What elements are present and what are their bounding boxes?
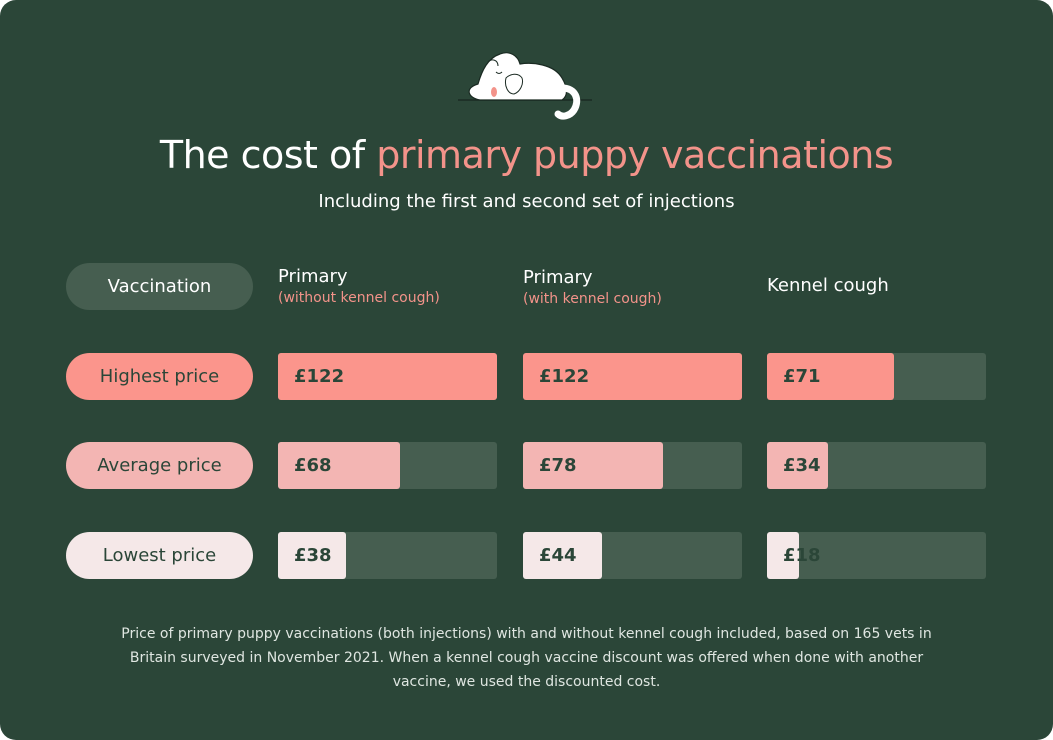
bar-track-average-kennel-cough: £34	[767, 442, 986, 489]
row-label-highest: Highest price	[66, 353, 253, 400]
bar-track-average-primary-with: £78	[523, 442, 742, 489]
bar-average-primary-with	[523, 442, 663, 489]
sleeping-dog-icon	[458, 52, 592, 120]
row-label-average: Average price	[66, 442, 253, 489]
row-label-lowest: Lowest price	[66, 532, 253, 579]
bar-track-average-primary-without: £68	[278, 442, 497, 489]
bar-value-label: £44	[539, 545, 577, 566]
bar-lowest-primary-with	[523, 532, 602, 579]
bar-value-label: £122	[294, 366, 345, 387]
bar-highest-kennel-cough	[767, 353, 894, 400]
bar-track-lowest-kennel-cough: £18	[767, 532, 986, 579]
bar-highest-primary-without	[278, 353, 497, 400]
bar-track-lowest-primary-with: £44	[523, 532, 742, 579]
bar-highest-primary-with	[523, 353, 742, 400]
column-header-primary-with: Primary (with kennel cough)	[523, 267, 662, 308]
bar-lowest-kennel-cough	[767, 532, 799, 579]
bar-average-primary-without	[278, 442, 400, 489]
bar-value-label: £78	[539, 455, 577, 476]
bar-value-label: £34	[783, 455, 821, 476]
column-header-note: (without kennel cough)	[278, 290, 440, 306]
column-header-kennel-cough: Kennel cough	[767, 275, 889, 297]
bar-track-highest-primary-with: £122	[523, 353, 742, 400]
chart-title: The cost of primary puppy vaccinations	[0, 133, 1053, 177]
bar-track-highest-kennel-cough: £71	[767, 353, 986, 400]
bar-value-label: £38	[294, 545, 332, 566]
bar-average-kennel-cough	[767, 442, 828, 489]
footnote: Price of primary puppy vaccinations (bot…	[121, 626, 932, 690]
bar-value-label: £68	[294, 455, 332, 476]
bar-lowest-primary-without	[278, 532, 346, 579]
column-header-name: Primary	[523, 267, 593, 288]
chart-title-accent: primary puppy vaccinations	[376, 133, 894, 177]
chart-title-prefix: The cost of	[159, 133, 377, 177]
vaccination-header-pill: Vaccination	[66, 263, 253, 310]
column-header-name: Kennel cough	[767, 275, 889, 296]
bar-value-label: £18	[783, 545, 821, 566]
bar-track-highest-primary-without: £122	[278, 353, 497, 400]
bar-value-label: £122	[539, 366, 590, 387]
column-header-primary-without: Primary (without kennel cough)	[278, 266, 440, 307]
column-header-note: (with kennel cough)	[523, 291, 662, 307]
bar-value-label: £71	[783, 366, 821, 387]
chart-subtitle: Including the first and second set of in…	[318, 191, 735, 212]
bar-track-lowest-primary-without: £38	[278, 532, 497, 579]
column-header-name: Primary	[278, 266, 348, 287]
